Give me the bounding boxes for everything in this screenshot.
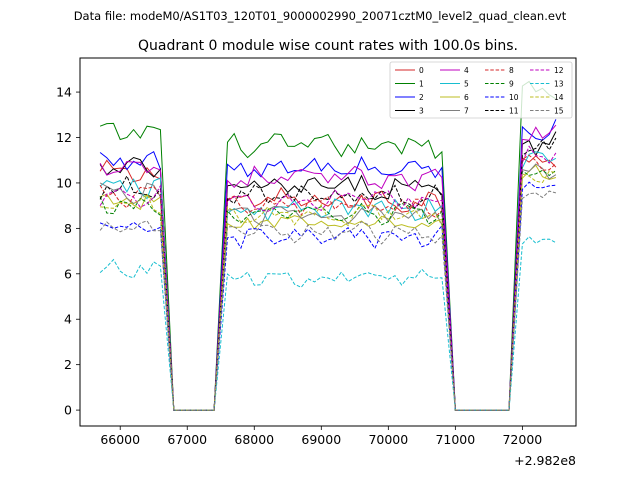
axes-frame [79,57,577,427]
x-tick-label: 72000 [502,432,542,447]
legend-label-12: 12 [554,66,564,75]
x-tick-label: 71000 [435,432,475,447]
legend-box [389,61,573,119]
legend-label-0: 0 [419,66,424,75]
legend-label-2: 2 [419,93,424,102]
plot-area [99,80,557,411]
y-tick-label: 2 [64,357,72,372]
legend-label-6: 6 [464,93,469,102]
y-tick-label: 4 [64,312,72,327]
legend-label-1: 1 [419,80,424,89]
y-tick-label: 0 [64,403,72,418]
y-tick-label: 8 [64,221,72,236]
legend-label-9: 9 [509,80,514,89]
chart-title: Quadrant 0 module wise count rates with … [138,38,518,54]
series-7-line [99,163,557,411]
x-tick-label: 67000 [167,432,207,447]
legend-label-13: 13 [554,80,564,89]
legend-label-3: 3 [419,107,424,116]
legend-label-14: 14 [554,93,564,102]
legend-label-5: 5 [464,80,469,89]
series-11-line [99,137,557,411]
y-tick-label: 14 [56,85,72,100]
legend-label-4: 4 [464,66,469,75]
legend-label-10: 10 [509,93,519,102]
y-axis: 0 2 4 6 8 10 12 14 [56,85,80,418]
x-axis: 66000 67000 68000 69000 70000 71000 72000 [100,426,542,447]
x-tick-label: 69000 [301,432,341,447]
series-2-line [99,119,557,411]
y-tick-label: 6 [64,266,72,281]
series-4-line [99,124,557,411]
x-axis-offset-label: +2.982e8 [514,453,576,468]
series-15-line [99,190,557,411]
legend-label-7: 7 [464,107,469,116]
x-tick-label: 70000 [368,432,408,447]
y-tick-label: 10 [56,175,72,190]
x-tick-label: 68000 [234,432,274,447]
series-5-line [99,151,557,411]
series-3-line [99,131,557,411]
series-8-line [99,154,557,411]
legend-label-11: 11 [509,107,519,116]
chart-suptitle: Data file: modeM0/AS1T03_120T01_90000029… [74,9,567,23]
legend-label-15: 15 [554,107,564,116]
legend-label-8: 8 [509,66,514,75]
series-0-line [99,155,557,411]
x-tick-label: 66000 [100,432,140,447]
y-tick-label: 12 [56,130,72,145]
series-1-line [99,80,557,411]
